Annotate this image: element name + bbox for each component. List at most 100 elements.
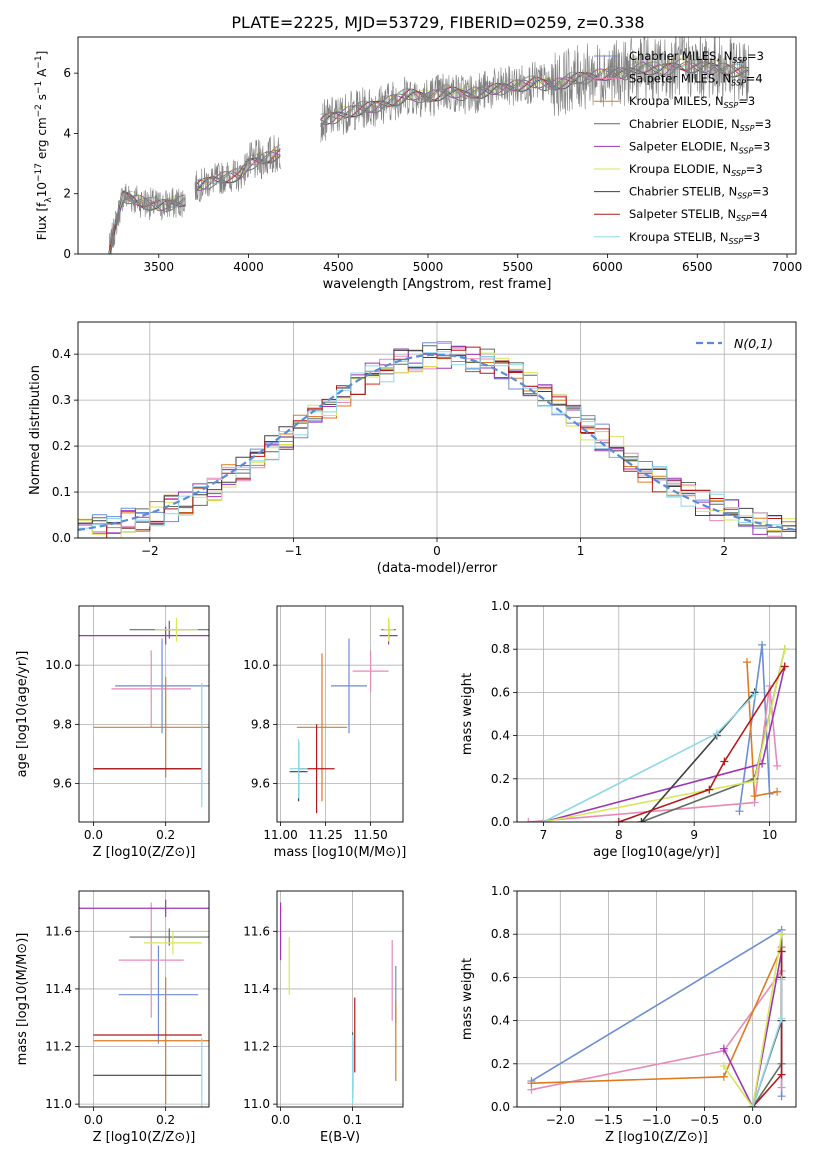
x-tick-label: −2 [141, 544, 159, 558]
spectrum-legend: Chabrier MILES, NSSP=3 Salpeter MILES, NS… [594, 49, 771, 246]
normal-distribution-curve [78, 353, 796, 531]
legend-count: =3 [738, 94, 755, 108]
mass-vs-metallicity-panel: 0.0 0.2 11.0 11.2 11.4 11.6 Z [log10(Z/Z⊙)] mas… [15, 890, 210, 1145]
legend-subscript: SSP [724, 101, 739, 110]
marker-kroupa-stelib [712, 729, 721, 738]
legend-count: =3 [747, 49, 764, 63]
legend-label: Kroupa MILES, N [629, 94, 724, 108]
y-tick-label: 0.6 [491, 970, 510, 984]
x-tick-label: 11.25 [308, 828, 342, 842]
legend-label: Salpeter STELIB, N [629, 207, 736, 221]
y-tick-label: 0.2 [52, 439, 71, 453]
y-tick-label: 11.4 [45, 982, 72, 996]
marker-kroupa-stelib [539, 818, 548, 822]
y-label-part: s [35, 94, 49, 104]
x-tick-label: 5500 [503, 260, 534, 274]
marker-salpeter-stelib [777, 947, 786, 956]
marker-salpeter-elodie [719, 1044, 728, 1053]
axes-frame [77, 36, 797, 255]
plot-area [527, 925, 786, 1107]
legend-label: Salpeter ELODIE, N [629, 139, 739, 153]
x-tick-label: 0.0 [84, 828, 103, 842]
y-tick-label: 11.0 [45, 1097, 72, 1111]
legend-label: Kroupa ELODIE, N [629, 162, 731, 176]
marker-kroupa-miles [527, 1079, 536, 1088]
x-tick-label: 0 [433, 544, 441, 558]
y-tick-label: 0 [63, 247, 71, 261]
massweight-vs-age-panel: 7 8 9 10 0.0 0.2 0.4 0.6 0.8 1.0 age [log10(age/yr… [460, 599, 797, 860]
y-tick-label: 0.6 [491, 685, 510, 699]
y-label-part: A [35, 68, 49, 81]
legend-count: =3 [743, 230, 760, 244]
legend-label: Chabrier STELIB, N [629, 185, 737, 199]
plot-area [78, 341, 796, 538]
marker-chabrier-miles [777, 1092, 786, 1101]
x-tick-label: −2.0 [546, 1113, 575, 1127]
x-axis-label: wavelength [Angstrom, rest frame] [323, 277, 552, 292]
x-tick-label: −1.5 [594, 1113, 623, 1127]
legend-entry: Chabrier STELIB, NSSP=3 [629, 185, 769, 201]
y-tick-label: 0.4 [52, 347, 71, 361]
y-tick-label: 0.8 [491, 642, 510, 656]
legend-count: =3 [752, 185, 769, 199]
plot-area [79, 617, 209, 808]
marker-salpeter-stelib [720, 757, 729, 766]
massweight-line-salpeter-stelib [618, 666, 786, 822]
marker-kroupa-elodie [719, 1061, 728, 1070]
y-label-part: ] [35, 51, 49, 56]
x-tick-label: −1.0 [642, 1113, 671, 1127]
x-tick-label: 0.0 [84, 1113, 103, 1127]
marker-chabrier-miles [735, 807, 744, 816]
plot-area [280, 902, 397, 1105]
residuals-panel: −2 −1 0 1 2 0.0 0.1 0.2 0.3 0.4 (data-model)/error… [28, 321, 797, 576]
x-tick-label: 0.2 [156, 828, 175, 842]
plot-area [289, 617, 398, 814]
y-axis-label: mass weight [460, 958, 475, 1040]
marker-salpeter-elodie [758, 759, 767, 768]
y-axis-label: mass weight [460, 673, 475, 755]
x-tick-label: 1 [577, 544, 585, 558]
plot-area [108, 37, 750, 254]
marker-salpeter-stelib [780, 662, 789, 671]
legend-entry-normal: N(0,1) [734, 336, 773, 351]
y-tick-label: 0.8 [491, 927, 510, 941]
x-tick-label: 9 [690, 828, 698, 842]
axes-frame [78, 605, 210, 823]
y-label-part: erg cm [35, 117, 49, 163]
x-tick-label: 6500 [682, 260, 713, 274]
y-tick-label: 0.1 [52, 485, 71, 499]
y-tick-label: 0.2 [491, 772, 510, 786]
marker-kroupa-miles [742, 658, 751, 667]
x-tick-label: 0.2 [156, 1113, 175, 1127]
legend-count: =3 [755, 117, 772, 131]
legend-count: =4 [746, 72, 763, 86]
y-label-part: −2 [34, 104, 44, 117]
x-tick-label: 6000 [592, 260, 623, 274]
x-axis-label: Z [log10(Z/Z⊙)] [93, 1130, 196, 1145]
marker-salpeter-miles [773, 761, 782, 770]
y-tick-label: 6 [63, 66, 71, 80]
legend-count: =3 [746, 162, 763, 176]
legend-entry: Kroupa MILES, NSSP=3 [629, 94, 755, 110]
axes-frame [78, 890, 210, 1108]
x-tick-label: 2 [720, 544, 728, 558]
marker-chabrier-stelib [637, 818, 646, 822]
y-axis-label: mass [log10(M/M⊙)] [15, 933, 30, 1066]
residual-histogram-kroupa-stelib [78, 351, 796, 538]
legend-subscript: SSP [729, 237, 744, 246]
marker-kroupa-miles [773, 787, 782, 796]
y-tick-label: 11.6 [45, 924, 72, 938]
legend-entry: Chabrier MILES, NSSP=3 [629, 49, 764, 65]
y-tick-label: 11.0 [243, 1097, 270, 1111]
y-tick-label: 9.6 [251, 777, 270, 791]
y-label-part: Flux [f [35, 202, 49, 240]
legend-subscript: SSP [732, 56, 747, 65]
legend-subscript: SSP [731, 169, 746, 178]
legend-entry: Salpeter MILES, NSSP=4 [629, 72, 763, 88]
x-tick-label: 4500 [323, 260, 354, 274]
legend-entry: Chabrier ELODIE, NSSP=3 [629, 117, 771, 133]
y-tick-label: 10.0 [243, 658, 270, 672]
x-tick-label: 7 [540, 828, 548, 842]
y-tick-label: 0.0 [52, 531, 71, 545]
